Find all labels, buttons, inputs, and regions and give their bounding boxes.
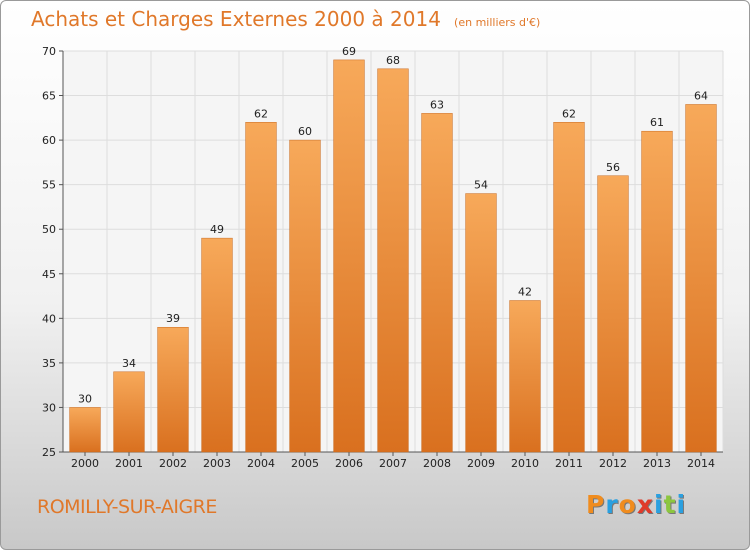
bar-2006 bbox=[333, 59, 365, 453]
y-tick-label: 30 bbox=[42, 401, 56, 414]
y-tick-label: 65 bbox=[42, 90, 56, 103]
x-tick-label: 2001 bbox=[115, 457, 143, 470]
x-tick-label: 2010 bbox=[511, 457, 539, 470]
y-tick-label: 50 bbox=[42, 223, 56, 236]
bar-2001 bbox=[113, 371, 145, 453]
x-tick-label: 2005 bbox=[291, 457, 319, 470]
bar-value-label: 68 bbox=[386, 54, 400, 67]
x-tick-label: 2002 bbox=[159, 457, 187, 470]
logo-letter: o bbox=[618, 490, 637, 519]
bar-value-label: 30 bbox=[78, 392, 92, 405]
y-tick-label: 60 bbox=[42, 134, 56, 147]
logo-letter: i bbox=[654, 490, 664, 519]
bar-value-label: 62 bbox=[254, 107, 268, 120]
bar-2002 bbox=[157, 326, 189, 453]
bar-value-label: 69 bbox=[342, 45, 356, 58]
bar-value-label: 56 bbox=[606, 161, 620, 174]
bar-value-label: 63 bbox=[430, 98, 444, 111]
bar-value-label: 62 bbox=[562, 107, 576, 120]
x-tick-label: 2011 bbox=[555, 457, 583, 470]
x-tick-label: 2008 bbox=[423, 457, 451, 470]
city-name: ROMILLY-SUR-AIGRE bbox=[37, 496, 217, 518]
x-tick-label: 2003 bbox=[203, 457, 231, 470]
bar-2010 bbox=[509, 300, 541, 453]
bar-2003 bbox=[201, 237, 233, 453]
logo-letter: x bbox=[636, 490, 654, 519]
bar-2004 bbox=[245, 122, 277, 453]
bar-value-label: 42 bbox=[518, 286, 532, 299]
bar-2011 bbox=[553, 122, 585, 453]
chart-unit-note: (en milliers d'€) bbox=[454, 16, 541, 29]
bar-2012 bbox=[597, 175, 629, 453]
bar-value-label: 39 bbox=[166, 312, 180, 325]
x-tick-label: 2000 bbox=[71, 457, 99, 470]
x-tick-label: 2006 bbox=[335, 457, 363, 470]
logo-letter: t bbox=[663, 490, 677, 519]
x-tick-label: 2009 bbox=[467, 457, 495, 470]
y-tick-label: 35 bbox=[42, 357, 56, 370]
bar-2013 bbox=[641, 130, 673, 453]
y-tick-label: 70 bbox=[42, 45, 56, 58]
bar-2014 bbox=[685, 104, 717, 453]
x-tick-label: 2014 bbox=[687, 457, 715, 470]
x-tick-label: 2007 bbox=[379, 457, 407, 470]
chart-title: Achats et Charges Externes 2000 à 2014 bbox=[31, 7, 441, 31]
bar-value-label: 54 bbox=[474, 179, 488, 192]
bar-2008 bbox=[421, 113, 453, 453]
y-tick-label: 45 bbox=[42, 268, 56, 281]
proxiti-logo: Proxiti bbox=[586, 490, 686, 519]
bar-value-label: 64 bbox=[694, 89, 708, 102]
bar-value-label: 60 bbox=[298, 125, 312, 138]
y-tick-label: 40 bbox=[42, 312, 56, 325]
bar-value-label: 61 bbox=[650, 116, 664, 129]
bar-value-label: 34 bbox=[122, 357, 136, 370]
logo-letter: P bbox=[586, 490, 606, 519]
bar-2005 bbox=[289, 139, 321, 453]
y-tick-label: 25 bbox=[42, 446, 56, 459]
y-tick-label: 55 bbox=[42, 179, 56, 192]
bar-2009 bbox=[465, 193, 497, 453]
bar-2007 bbox=[377, 68, 409, 453]
bars: 30 34 39 49 62 60 69 68 63 54 42 62 56 61 64 bbox=[69, 45, 717, 453]
logo-letter: r bbox=[605, 490, 619, 519]
bar-2000 bbox=[69, 407, 101, 453]
logo-letter: i bbox=[676, 490, 687, 519]
chart-title-row: Achats et Charges Externes 2000 à 2014 (… bbox=[31, 7, 540, 31]
x-tick-label: 2013 bbox=[643, 457, 671, 470]
axes: 25 30 35 40 45 50 55 60 65 70 2000 2001 2002 2003 2004… bbox=[42, 45, 723, 470]
bar-value-label: 49 bbox=[210, 223, 224, 236]
x-tick-label: 2012 bbox=[599, 457, 627, 470]
x-tick-label: 2004 bbox=[247, 457, 275, 470]
